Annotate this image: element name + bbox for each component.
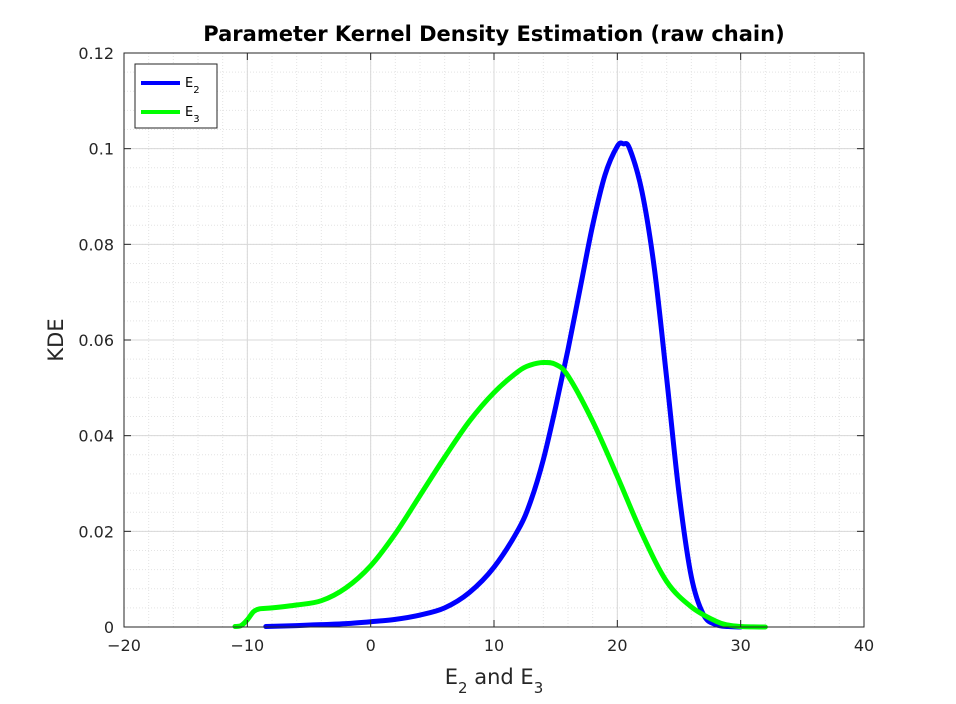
y-tick-label: 0.06 [78,331,114,350]
legend-label-e2-base: E [185,76,193,91]
x-tick-label: 0 [366,636,376,655]
series-line-e2 [263,140,744,630]
chart-title: Parameter Kernel Density Estimation (raw… [203,22,784,46]
x-tick-labels: −20 −10 0 10 20 30 40 [107,636,874,655]
y-tick-labels: 0 0.02 0.04 0.06 0.08 0.1 0.12 [78,44,114,637]
legend-label-e3: E3 [185,105,200,125]
tick-marks [123,52,865,628]
x-label-sub-2: 3 [534,679,544,697]
legend-label-e3-sub: 3 [193,114,199,125]
y-tick-label: 0 [104,618,114,637]
x-tick-label: −20 [107,636,141,655]
plot-area [123,52,865,630]
y-tick-label: 0.12 [78,44,114,63]
x-tick-label: −10 [230,636,264,655]
x-label-base-1: E [445,665,458,689]
x-tick-label: 10 [484,636,504,655]
legend-box [134,63,218,129]
series-layer [232,140,768,630]
series-line-e3 [232,359,768,630]
legend-label-e2-sub: 2 [193,85,199,96]
y-tick-label: 0.04 [78,427,114,446]
y-tick-label: 0.1 [89,140,114,159]
x-tick-label: 40 [854,636,874,655]
y-tick-label: 0.08 [78,235,114,254]
y-axis-label: KDE [44,318,68,361]
legend-label-e2: E2 [185,76,200,96]
x-label-mid: and E [468,665,534,689]
x-label-sub-1: 2 [458,679,468,697]
legend-label-e3-base: E [185,105,193,120]
legend: E2 E3 [134,63,218,129]
y-tick-label: 0.02 [78,522,114,541]
x-tick-label: 30 [730,636,750,655]
x-axis-label: E2 and E3 [445,665,544,697]
x-tick-label: 20 [607,636,627,655]
